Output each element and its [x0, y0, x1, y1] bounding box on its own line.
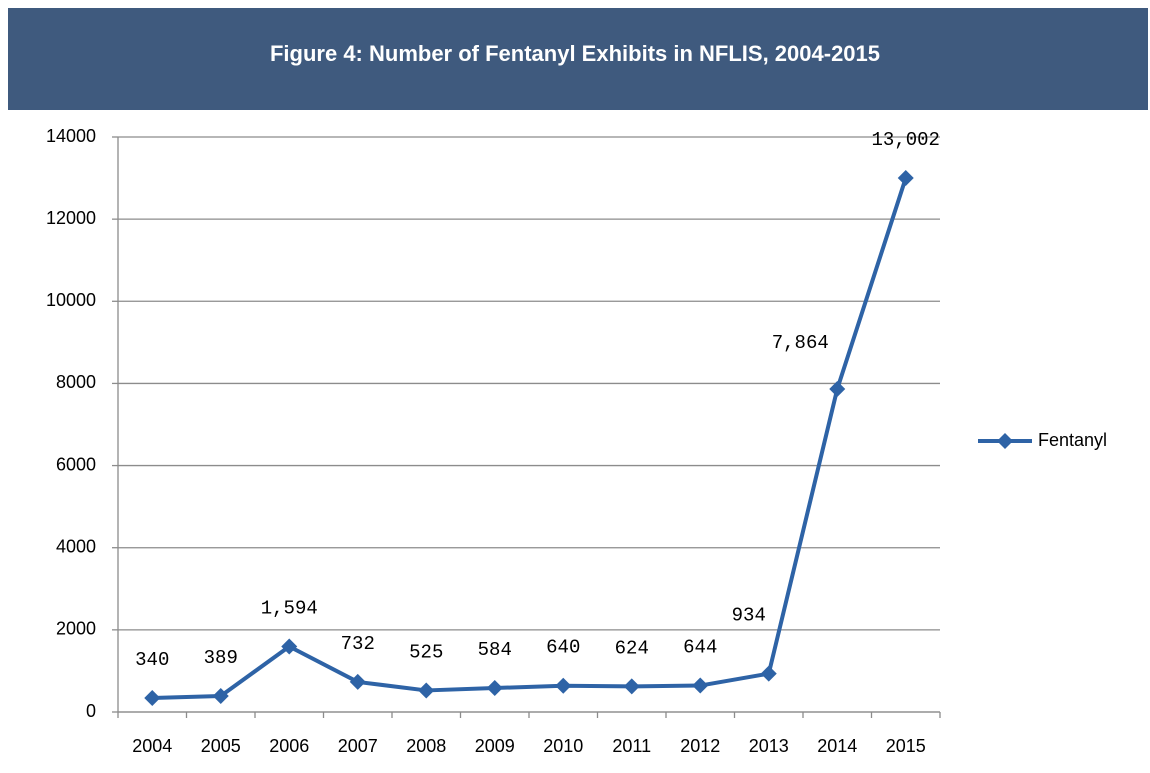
x-tick-label: 2012: [680, 736, 720, 756]
x-tick-label: 2007: [338, 736, 378, 756]
marker: [829, 381, 846, 398]
x-tick-label: 2004: [132, 736, 172, 756]
x-tick-label: 2013: [749, 736, 789, 756]
value-label: 389: [204, 647, 238, 669]
value-label: 934: [732, 605, 766, 627]
y-tick-label: 10000: [46, 290, 96, 310]
marker: [281, 638, 298, 655]
legend-label: Fentanyl: [1038, 430, 1107, 450]
marker: [418, 682, 435, 699]
value-label: 644: [683, 637, 717, 659]
value-label: 624: [615, 637, 649, 659]
legend-marker: [997, 433, 1013, 449]
series-line: [152, 177, 908, 701]
chart-title: Figure 4: Number of Fentanyl Exhibits in…: [270, 41, 880, 66]
marker: [897, 169, 914, 186]
x-tick-label: 2005: [201, 736, 241, 756]
value-label: 525: [409, 641, 443, 663]
y-tick-label: 8000: [56, 372, 96, 392]
marker: [760, 665, 777, 682]
marker: [692, 677, 709, 694]
marker: [212, 688, 229, 705]
y-tick-label: 2000: [56, 619, 96, 639]
title-band: [8, 8, 1148, 110]
value-label: 584: [478, 639, 512, 661]
value-label: 7,864: [772, 332, 829, 354]
y-tick-label: 4000: [56, 536, 96, 556]
x-tick-label: 2015: [886, 736, 926, 756]
x-tick-label: 2006: [269, 736, 309, 756]
x-tick-label: 2011: [612, 736, 651, 756]
value-label: 1,594: [261, 598, 318, 620]
y-tick-label: 12000: [46, 208, 96, 228]
value-label: 340: [135, 649, 169, 671]
y-tick-label: 14000: [46, 126, 96, 146]
value-label: 13,002: [872, 129, 940, 151]
marker: [486, 680, 503, 697]
value-label: 640: [546, 637, 580, 659]
x-tick-label: 2009: [475, 736, 515, 756]
marker: [349, 673, 366, 690]
x-tick-label: 2008: [406, 736, 446, 756]
marker: [555, 677, 572, 694]
marker: [144, 690, 161, 707]
x-tick-label: 2010: [543, 736, 583, 756]
value-label: 732: [341, 633, 375, 655]
y-tick-label: 6000: [56, 454, 96, 474]
x-tick-label: 2014: [817, 736, 857, 756]
y-tick-label: 0: [86, 701, 96, 721]
marker: [623, 678, 640, 695]
